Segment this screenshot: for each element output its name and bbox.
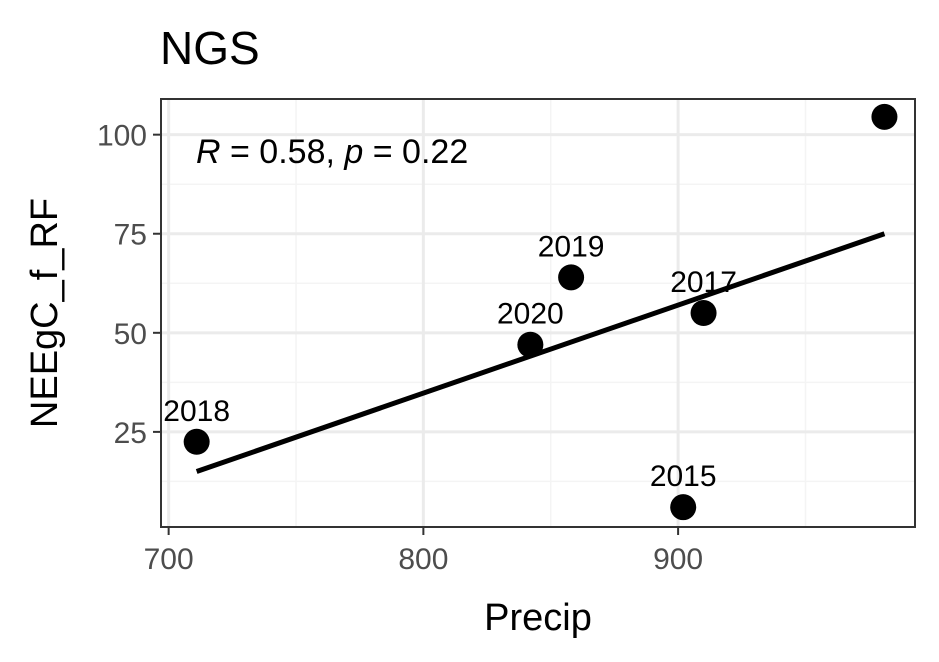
point-label: 2020 xyxy=(497,298,564,331)
x-axis-title: Precip xyxy=(484,597,592,639)
chart-title: NGS xyxy=(160,22,260,74)
y-axis-title: NEEgC_f_RF xyxy=(24,198,66,428)
x-tick-label: 700 xyxy=(144,543,194,576)
stat-p-symbol: p xyxy=(343,133,363,171)
points-group xyxy=(183,103,898,521)
y-tick-label: 75 xyxy=(114,219,147,252)
grid-minor xyxy=(161,99,915,527)
x-tick-label: 800 xyxy=(398,543,448,576)
stat-p-value: = 0.22 xyxy=(363,133,468,171)
x-tick-label: 900 xyxy=(653,543,703,576)
data-point xyxy=(558,264,585,291)
y-tick-label: 25 xyxy=(114,417,147,450)
data-point xyxy=(690,300,717,326)
stat-r-symbol: R xyxy=(196,133,221,171)
point-labels-group: 2018 2020 2019 2015 2017 xyxy=(163,230,737,493)
data-point xyxy=(670,494,697,521)
y-tick-label: 100 xyxy=(97,120,147,153)
point-label: 2015 xyxy=(650,460,717,493)
data-point xyxy=(183,428,210,455)
stat-r-value: = 0.58, xyxy=(221,133,345,171)
point-label: 2019 xyxy=(538,230,605,263)
point-label: 2017 xyxy=(670,266,737,299)
y-axis-ticks: 25 50 75 100 xyxy=(97,120,161,450)
data-point xyxy=(871,103,898,130)
point-label: 2018 xyxy=(163,395,230,428)
x-axis-ticks: 700 800 900 xyxy=(144,527,703,576)
stat-annotation: R = 0.58, p = 0.22 xyxy=(196,133,468,171)
y-tick-label: 50 xyxy=(114,318,147,351)
data-point xyxy=(517,331,544,358)
panel-border xyxy=(160,98,916,528)
grid-major xyxy=(161,99,915,527)
